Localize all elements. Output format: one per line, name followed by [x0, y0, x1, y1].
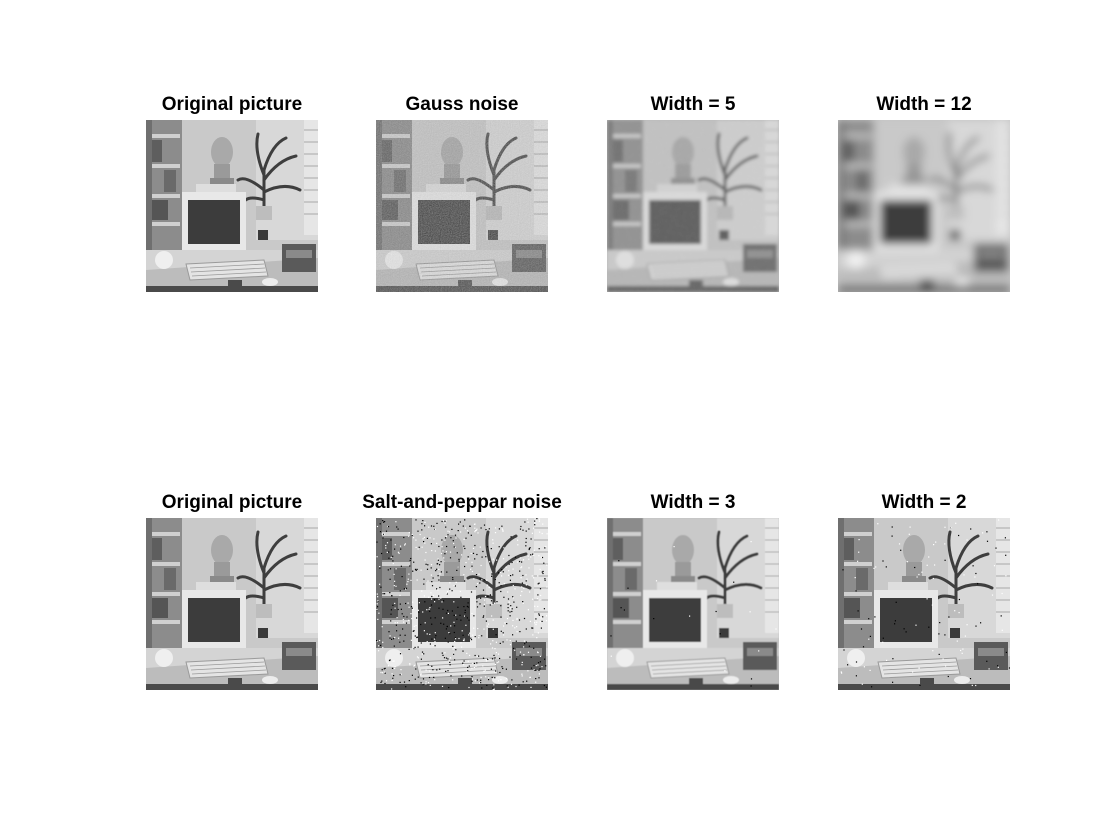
photo-salt-pepper-noise [376, 518, 548, 690]
photo-gauss-noise [376, 120, 548, 292]
photo-median-width-3 [607, 518, 779, 690]
photo-median-width-2 [838, 518, 1010, 690]
photo-original [146, 120, 318, 292]
panel-title: Width = 5 [650, 94, 736, 115]
photo-filtered-width-12 [838, 120, 1010, 292]
panel-title: Original picture [161, 492, 303, 513]
panel-title: Width = 2 [881, 492, 967, 513]
panel-title: Width = 12 [876, 94, 972, 115]
salt-pepper-dots [376, 518, 548, 690]
panel-title: Width = 3 [650, 492, 736, 513]
salt-pepper-dots [610, 541, 777, 687]
panel-title: Salt-and-peppar noise [362, 492, 562, 513]
panel-title: Gauss noise [405, 94, 519, 115]
photo-original [146, 518, 318, 690]
panel-title: Original picture [161, 94, 303, 115]
salt-pepper-dots [840, 519, 1010, 688]
photo-filtered-width-5 [607, 120, 779, 292]
